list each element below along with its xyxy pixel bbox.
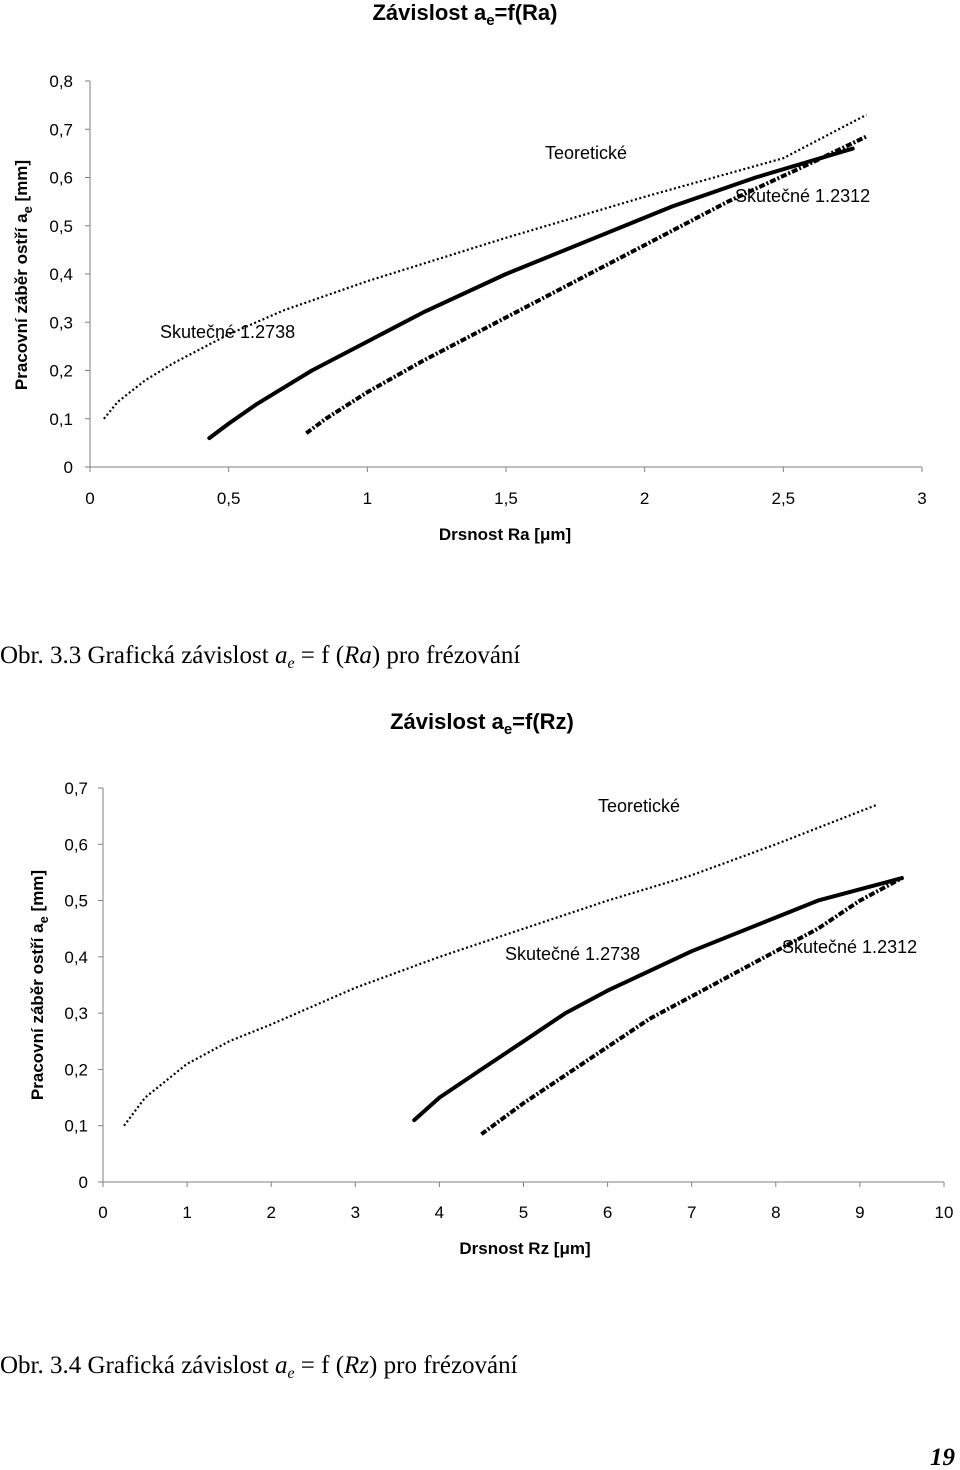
- chart-ra-y-tick-label: 0,2: [49, 362, 73, 381]
- chart-ra-annotation-teoreticke: Teoretické: [545, 143, 627, 163]
- chart-rz-x-tick-label: 4: [435, 1203, 444, 1222]
- chart-rz-y-tick-label: 0,3: [64, 1004, 88, 1023]
- chart-rz-x-tick-label: 3: [351, 1203, 360, 1222]
- chart-ra-x-tick-label: 0,5: [217, 489, 241, 508]
- chart-rz-x-tick-label: 0: [98, 1203, 107, 1222]
- chart-rz-series-0-line: [123, 803, 878, 1127]
- chart-ra-series-0-line: [103, 113, 868, 420]
- chart-ra-y-tick-label: 0,4: [49, 265, 73, 284]
- chart-rz-y-tick-label: 0: [79, 1173, 88, 1192]
- chart-rz-y-tick-label: 0,2: [64, 1060, 88, 1079]
- chart-rz-y-tick-label: 0,6: [64, 835, 88, 854]
- chart-ra-y-tick-label: 0,1: [49, 410, 73, 429]
- chart-ra-y-axis-label: Pracovní záběr ostří ae [mm]: [12, 160, 35, 390]
- chart-ra-annotation-skutecne-2312: Skutečné 1.2312: [735, 186, 870, 206]
- chart-ra-series-2-line: [305, 134, 868, 435]
- chart-rz-series-1-line: [412, 876, 904, 1123]
- chart-rz-x-tick-label: 1: [182, 1203, 191, 1222]
- chart-ra-y-tick-label: 0,7: [49, 120, 73, 139]
- chart-rz-x-tick-label: 9: [855, 1203, 864, 1222]
- chart-ra-y-tick-label: 0,8: [49, 72, 73, 91]
- chart-rz-y-tick-label: 0,7: [64, 779, 88, 798]
- chart-rz-x-tick-label: 7: [687, 1203, 696, 1222]
- chart-rz-x-tick-label: 5: [519, 1203, 528, 1222]
- chart-rz-x-tick-label: 6: [603, 1203, 612, 1222]
- chart-ra-y-tick-label: 0,5: [49, 217, 73, 236]
- chart-rz-y-tick-label: 0,4: [64, 948, 88, 967]
- chart-ra-x-tick-label: 1: [363, 489, 372, 508]
- chart-rz-title: Závislost ae=f(Rz): [390, 709, 574, 738]
- figure-caption-3-3: Obr. 3.3 Grafická závislost ae = f (Ra) …: [0, 642, 520, 672]
- chart-rz-x-tick-label: 8: [771, 1203, 780, 1222]
- chart-rz-x-axis-label: Drsnost Rz [μm]: [459, 1239, 590, 1258]
- chart-ra-x-tick-label: 2,5: [772, 489, 796, 508]
- chart-ra-y-tick-label: 0,6: [49, 169, 73, 188]
- chart-rz-x-tick-label: 2: [266, 1203, 275, 1222]
- chart-rz-y-axis-label: Pracovní záběr ostří ae [mm]: [28, 870, 51, 1100]
- chart-ra-x-tick-label: 1,5: [494, 489, 518, 508]
- chart-rz-y-tick-label: 0,1: [64, 1117, 88, 1136]
- chart-ra-annotation-skutecne-2738: Skutečné 1.2738: [160, 322, 295, 342]
- chart-ra-x-axis-label: Drsnost Ra [μm]: [439, 525, 571, 544]
- chart-ra-x-tick-label: 2: [640, 489, 649, 508]
- chart-rz-annotation-skutecne-2738: Skutečné 1.2738: [505, 944, 640, 964]
- chart-ra-title: Závislost ae=f(Ra): [372, 0, 557, 29]
- chart-ra-y-tick-label: 0: [64, 458, 73, 477]
- chart-rz-annotation-skutecne-2312: Skutečné 1.2312: [782, 937, 917, 957]
- chart-rz-annotation-teoreticke: Teoretické: [598, 796, 680, 816]
- chart-ra-x-tick-label: 0: [85, 489, 94, 508]
- chart-rz-x-tick-label: 10: [935, 1203, 954, 1222]
- chart-rz-series-2-line: [480, 876, 903, 1136]
- chart-ra-series-1-line: [207, 146, 855, 441]
- chart-rz: Závislost ae=f(Rz) Pracovní záběr ostří …: [28, 709, 953, 1258]
- chart-rz-y-tick-label: 0,5: [64, 892, 88, 911]
- chart-ra-y-tick-label: 0,3: [49, 313, 73, 332]
- chart-ra: Závislost ae=f(Ra) Pracovní záběr ostří …: [12, 0, 927, 544]
- chart-ra-x-tick-label: 3: [917, 489, 926, 508]
- page-number: 19: [930, 1444, 956, 1470]
- figure-caption-3-4: Obr. 3.4 Grafická závislost ae = f (Rz) …: [0, 1352, 518, 1382]
